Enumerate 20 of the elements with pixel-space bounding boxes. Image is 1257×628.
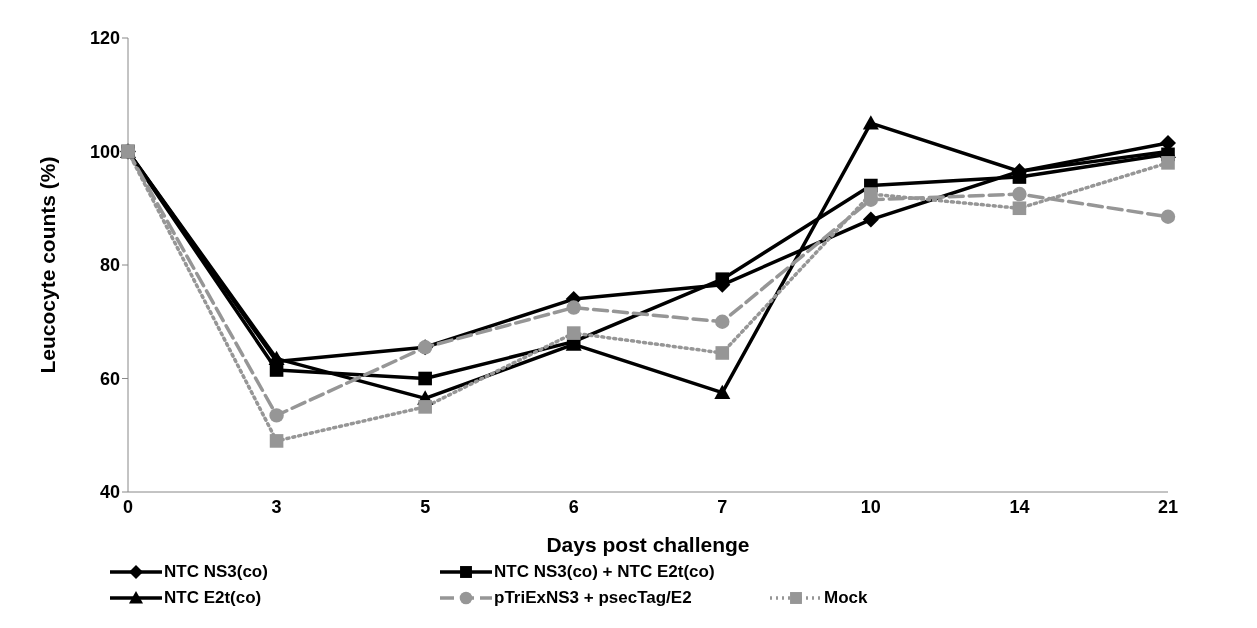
x-tick-label: 5 (420, 496, 431, 517)
x-tick-label: 3 (271, 496, 282, 517)
legend-label: NTC NS3(co) + NTC E2t(co) (494, 562, 715, 582)
x-axis-title: Days post challenge (546, 533, 750, 556)
legend-label: pTriExNS3 + psecTag/E2 (494, 588, 692, 608)
x-tick-label: 0 (122, 496, 134, 517)
y-tick-label: 80 (99, 255, 120, 276)
y-tick-label: 40 (99, 482, 120, 503)
y-tick-label: 60 (99, 368, 120, 389)
y-tick-label: 120 (89, 28, 120, 49)
y-tick-label: 100 (89, 141, 120, 162)
x-tick-label: 21 (1157, 496, 1179, 517)
x-tick-label: 7 (717, 496, 728, 517)
x-tick-label: 6 (568, 496, 579, 517)
y-axis-title: Leucocyte counts (%) (36, 156, 60, 374)
legend-label: NTC E2t(co) (164, 588, 262, 608)
x-tick-label: 14 (1009, 496, 1030, 517)
x-tick-label: 10 (860, 496, 881, 517)
legend-label: NTC NS3(co) (164, 562, 268, 582)
legend-label: Mock (824, 588, 868, 608)
